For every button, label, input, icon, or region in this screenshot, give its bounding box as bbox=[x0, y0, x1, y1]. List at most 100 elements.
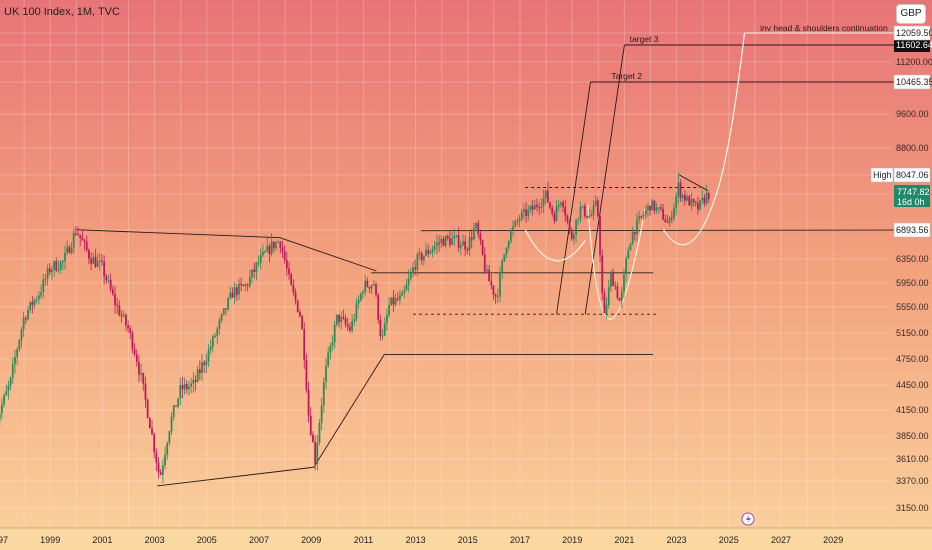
candle-body bbox=[48, 268, 51, 273]
candle-body bbox=[475, 223, 477, 229]
candle-body bbox=[164, 454, 166, 466]
candle-body bbox=[664, 219, 667, 223]
candle-body bbox=[349, 326, 351, 331]
candle-body bbox=[27, 310, 29, 320]
candle-body bbox=[549, 202, 551, 208]
candles bbox=[0, 172, 710, 483]
candle-body bbox=[31, 301, 34, 306]
candle-body bbox=[301, 315, 303, 330]
high-tag-bg bbox=[870, 167, 894, 183]
candle-body bbox=[679, 182, 682, 198]
candle-body bbox=[364, 280, 367, 293]
candle-body bbox=[46, 268, 49, 279]
x-tick-label: 2013 bbox=[406, 535, 426, 545]
candle-body bbox=[257, 262, 260, 264]
candle-body bbox=[357, 300, 360, 304]
last-price-badge bbox=[894, 185, 930, 207]
candle-body bbox=[675, 196, 678, 208]
candle-body bbox=[405, 284, 408, 291]
candle-body bbox=[505, 247, 508, 255]
candle-body bbox=[381, 335, 384, 337]
candle-body bbox=[564, 207, 567, 216]
candle-body bbox=[479, 233, 482, 241]
candle-body bbox=[11, 364, 14, 378]
candle-body bbox=[3, 395, 5, 405]
candle-body bbox=[66, 247, 69, 253]
candle-body bbox=[496, 296, 499, 298]
candle-body bbox=[231, 292, 234, 298]
candle-body bbox=[305, 360, 308, 391]
candle-body bbox=[662, 208, 665, 220]
candle-body bbox=[114, 294, 116, 306]
level-line-6893 bbox=[420, 229, 912, 232]
x-tick-label: 1997 bbox=[0, 535, 8, 545]
candle-body bbox=[638, 216, 641, 220]
candle-body bbox=[307, 390, 310, 416]
candle-body bbox=[53, 261, 56, 270]
candle-body bbox=[518, 218, 521, 221]
candle-body bbox=[55, 261, 58, 271]
candle-body bbox=[138, 362, 140, 375]
y-tick-label: 4150.00 bbox=[896, 405, 929, 415]
candle-body bbox=[181, 385, 184, 390]
y-tick-label: 5550.00 bbox=[896, 302, 929, 312]
candle-body bbox=[553, 213, 556, 222]
candle-body bbox=[686, 196, 688, 201]
candle-body bbox=[703, 198, 706, 204]
candle-body bbox=[77, 234, 79, 236]
candle-body bbox=[120, 315, 123, 317]
currency-button[interactable]: GBP bbox=[896, 4, 926, 24]
candle-body bbox=[325, 365, 327, 382]
candle-body bbox=[161, 465, 164, 475]
candle-body bbox=[116, 305, 119, 307]
candle-body bbox=[316, 442, 319, 464]
candle-body bbox=[385, 315, 388, 324]
candle-body bbox=[581, 205, 584, 208]
x-tick-label: 2007 bbox=[249, 535, 269, 545]
candle-body bbox=[366, 280, 369, 287]
candle-body bbox=[1, 404, 3, 414]
candle-body bbox=[320, 405, 323, 423]
candle-body bbox=[312, 434, 314, 443]
candle-body bbox=[153, 433, 156, 453]
candle-body bbox=[194, 379, 197, 382]
candle-body bbox=[201, 362, 203, 374]
candle-body bbox=[168, 431, 171, 444]
candle-body bbox=[438, 242, 440, 244]
candle-body bbox=[368, 286, 371, 289]
candle-body bbox=[627, 250, 630, 259]
candle-body bbox=[109, 279, 112, 290]
candle-body bbox=[159, 472, 162, 475]
candle-body bbox=[253, 269, 256, 273]
candle-body bbox=[429, 251, 432, 254]
candle-body bbox=[135, 354, 138, 363]
candle-body bbox=[203, 362, 206, 365]
candle-body bbox=[492, 285, 495, 295]
candle-body bbox=[507, 241, 510, 248]
candle-body bbox=[57, 269, 60, 271]
candle-body bbox=[551, 207, 554, 214]
candle-body bbox=[514, 221, 517, 227]
candle-body bbox=[355, 303, 358, 320]
candle-body bbox=[170, 416, 173, 432]
candle-body bbox=[83, 240, 86, 242]
candle-body bbox=[620, 291, 623, 301]
candle-body bbox=[670, 217, 673, 219]
candle-body bbox=[690, 199, 693, 206]
candle-body bbox=[7, 385, 10, 391]
candle-body bbox=[466, 249, 469, 251]
candle-body bbox=[575, 219, 578, 235]
candle-body bbox=[225, 308, 227, 310]
price-label-level: 6893.56 bbox=[896, 225, 929, 235]
candle-body bbox=[68, 247, 71, 253]
price-label-target2: 10465.35 bbox=[896, 77, 932, 87]
candle-body bbox=[520, 212, 523, 219]
candle-body bbox=[683, 194, 686, 201]
candle-body bbox=[264, 251, 266, 253]
y-tick-label: 4450.00 bbox=[896, 380, 929, 390]
y-tick-label: 6350.00 bbox=[896, 254, 929, 264]
candle-body bbox=[270, 241, 273, 255]
candle-body bbox=[148, 417, 151, 429]
candle-body bbox=[233, 287, 236, 298]
